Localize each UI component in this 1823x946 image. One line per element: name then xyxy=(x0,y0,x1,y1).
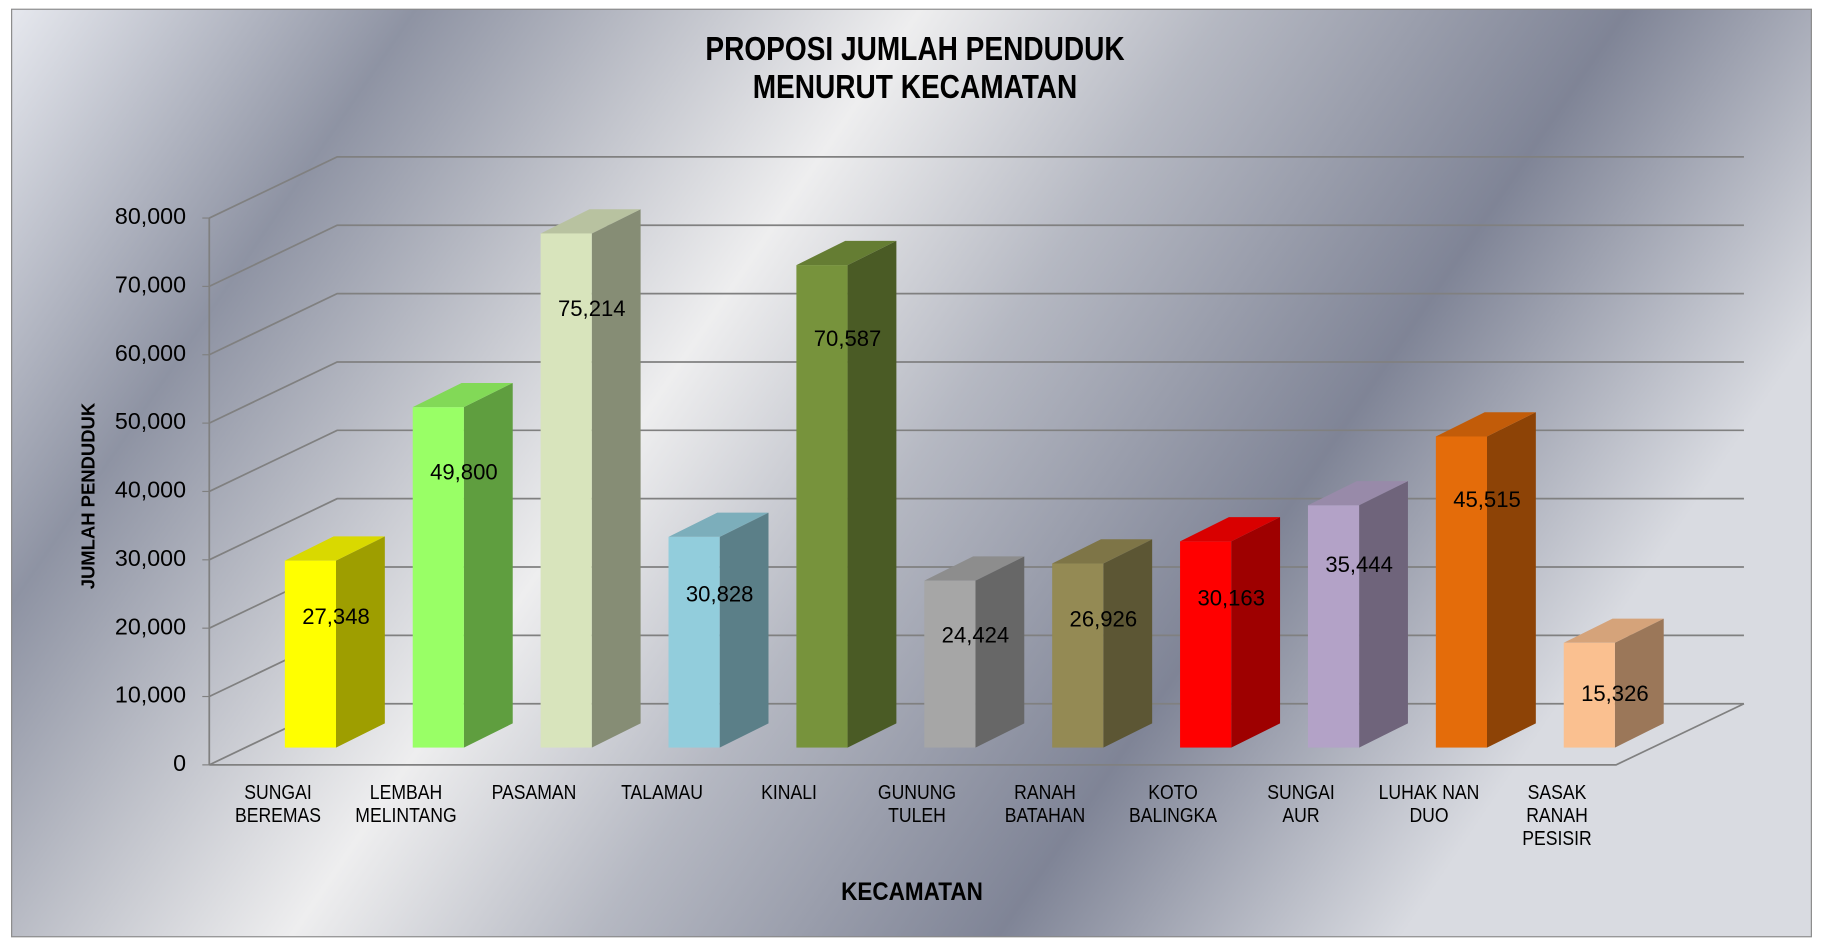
bar-side xyxy=(463,382,513,748)
bar-side xyxy=(1359,481,1408,748)
bar-side xyxy=(719,512,769,748)
bar-side xyxy=(335,536,385,748)
value-label: 45,515 xyxy=(1453,487,1521,512)
x-tick-label: KINALI xyxy=(761,782,818,805)
bar-top xyxy=(1052,539,1153,564)
x-tick-label: GUNUNG TULEH xyxy=(878,782,957,828)
x-tick-label: SUNGAI BEREMAS xyxy=(234,782,321,828)
bar xyxy=(412,407,464,748)
bar xyxy=(540,233,592,748)
value-label: 70,587 xyxy=(814,326,882,351)
bar xyxy=(284,560,336,748)
value-label: 30,163 xyxy=(1197,586,1265,611)
grid-line xyxy=(208,224,1744,288)
grid-line xyxy=(208,156,1744,219)
bar-side xyxy=(1614,618,1664,748)
bar-side xyxy=(591,209,641,748)
x-tick-label: PASAMAN xyxy=(491,782,577,805)
bar-top xyxy=(668,512,769,537)
x-tick-label: LUHAK NAN DUO xyxy=(1378,782,1480,828)
value-label: 49,800 xyxy=(430,460,498,485)
bar-side xyxy=(1103,539,1153,748)
x-tick-label: TALAMAU xyxy=(620,782,703,805)
bar xyxy=(1563,642,1615,748)
value-label: 26,926 xyxy=(1070,607,1138,632)
bar-side xyxy=(1487,412,1536,748)
y-tick-label: 80,000 xyxy=(115,203,186,229)
bar-side xyxy=(847,240,897,748)
value-label: 24,424 xyxy=(942,623,1010,648)
y-tick-label: 40,000 xyxy=(115,477,186,503)
floor-edge xyxy=(209,702,1745,766)
bar-top xyxy=(1563,618,1664,643)
bar-top xyxy=(796,240,897,266)
x-tick-label: SUNGAI AUR xyxy=(1267,782,1335,828)
y-axis-label: JUMLAH PENDUDUK xyxy=(77,402,98,589)
chart-title: PROPOSI JUMLAH PENDUDUK MENURUT KECAMATA… xyxy=(705,30,1125,105)
y-tick-label: 70,000 xyxy=(115,272,186,298)
grid-line xyxy=(208,497,1744,561)
bar xyxy=(1307,505,1360,748)
y-tick-label: 50,000 xyxy=(115,408,186,434)
bar-top xyxy=(1180,517,1281,542)
bar xyxy=(796,265,848,748)
x-axis-label: KECAMATAN xyxy=(841,878,983,906)
y-tick-label: 20,000 xyxy=(115,613,186,639)
value-label: 75,214 xyxy=(558,296,626,321)
x-tick-label: RANAH BATAHAN xyxy=(1004,782,1086,828)
value-label: 30,828 xyxy=(686,582,754,607)
grid-line xyxy=(208,292,1744,356)
y-tick-label: 10,000 xyxy=(115,682,186,708)
grid-line xyxy=(208,429,1744,493)
grid-line xyxy=(208,361,1744,424)
value-label: 27,348 xyxy=(302,604,370,629)
bar xyxy=(1435,436,1488,748)
y-tick-label: 60,000 xyxy=(115,340,186,366)
bar-side xyxy=(1231,517,1281,748)
bar xyxy=(1052,563,1104,748)
value-label: 35,444 xyxy=(1325,552,1393,577)
bar xyxy=(1180,541,1232,748)
bar-top xyxy=(412,382,513,408)
bar-top xyxy=(924,556,1025,581)
bar xyxy=(924,580,976,748)
bar-top xyxy=(1435,412,1536,437)
y-tick-label: 0 xyxy=(173,750,186,776)
bar-top xyxy=(1307,481,1408,506)
bar xyxy=(668,536,720,748)
bar-top xyxy=(540,209,641,234)
x-tick-label: KOTO BALINGKA xyxy=(1129,782,1218,828)
bar-side xyxy=(975,556,1025,748)
y-tick-label: 30,000 xyxy=(115,545,186,571)
x-tick-label: LEMBAH MELINTANG xyxy=(355,782,457,828)
value-label: 15,326 xyxy=(1581,681,1649,706)
bar-top xyxy=(284,536,385,561)
x-tick-label: SASAK RANAH PESISIR xyxy=(1522,782,1592,851)
